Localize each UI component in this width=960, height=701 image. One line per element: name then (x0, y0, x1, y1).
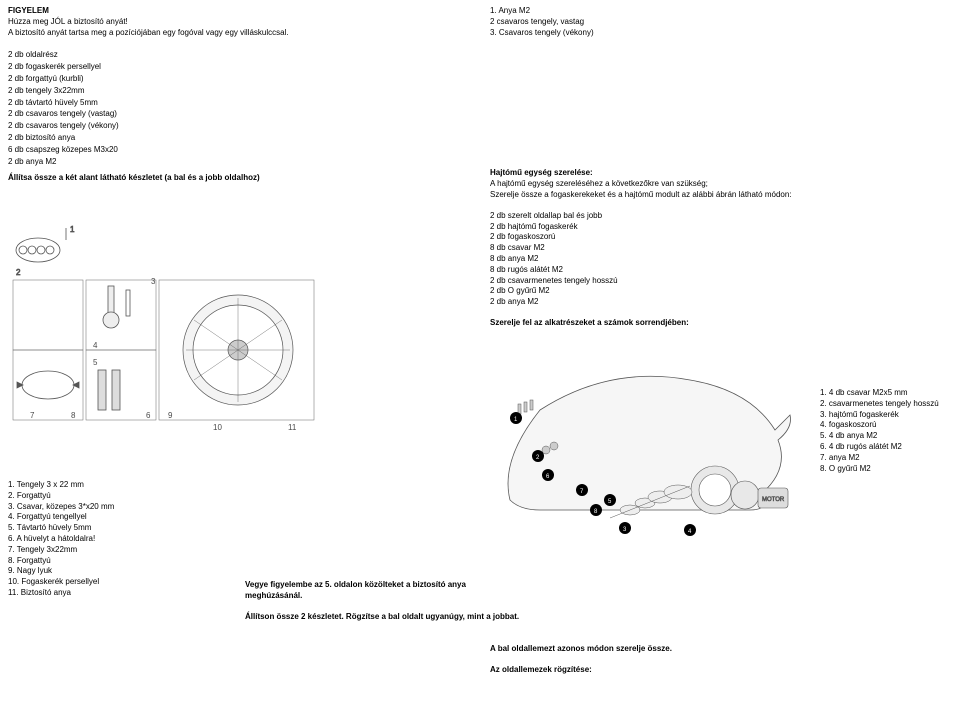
legend-item: 11. Biztosító anya (8, 588, 208, 599)
legend-item: 8. O gyűrű M2 (820, 464, 950, 475)
warning-line-1: Húzza meg JÓL a biztosító anyát! (8, 17, 338, 28)
legend-item: 7. anya M2 (820, 453, 950, 464)
svg-text:7: 7 (30, 411, 35, 420)
part-item: 2 db tengely 3x22mm (8, 86, 338, 97)
svg-text:8: 8 (71, 411, 76, 420)
part-item: 2 db anya M2 (8, 157, 338, 168)
drive-title: Hajtómű egység szerelése: (490, 168, 940, 179)
warning-line-2: A biztosító anyát tartsa meg a pozíciójá… (8, 28, 338, 39)
part-item: 2 db biztosító anya (8, 133, 338, 144)
svg-text:2: 2 (16, 268, 21, 277)
legend-item: 9. Nagy lyuk (8, 566, 208, 577)
svg-text:4: 4 (93, 341, 98, 350)
drive-part: 2 db csavarmenetes tengely hosszú (490, 276, 940, 287)
part-item: 6 db csapszeg közepes M3x20 (8, 145, 338, 156)
note-line: Az oldallemezek rögzítése: (490, 665, 910, 676)
drive-line: Szerelje össze a fogaskerekeket és a haj… (490, 190, 940, 201)
part-item: 2 db csavaros tengely (vékony) (8, 121, 338, 132)
bottom-right-notes: A bal oldallemezt azonos módon szerelje … (490, 644, 910, 676)
order-note: Szerelje fel az alkatrészeket a számok s… (490, 318, 940, 329)
legend-right: 1. 4 db csavar M2x5 mm 2. csavarmenetes … (820, 388, 950, 474)
legend-left: 1. Tengely 3 x 22 mm 2. Forgattyú 3. Csa… (8, 480, 208, 599)
legend-item: 3. Csavar, közepes 3*x20 mm (8, 502, 208, 513)
parts-list: 2 db oldalrész 2 db fogaskerék persellye… (8, 50, 338, 167)
drive-part: 8 db anya M2 (490, 254, 940, 265)
legend-item: 1. 4 db csavar M2x5 mm (820, 388, 950, 399)
left-column: FIGYELEM Húzza meg JÓL a biztosító anyát… (8, 6, 338, 184)
assemble-note: Állítsa össze a két alant látható készle… (8, 173, 338, 184)
small-diagram: 1 2 3 4 7 8 5 6 9 10 11 (8, 220, 323, 470)
legend-item: 1. Tengely 3 x 22 mm (8, 480, 208, 491)
large-diagram: MOTOR 1 2 3 4 5 6 7 8 (490, 360, 810, 560)
note-line: Vegye figyelembe az 5. oldalon közölteke… (245, 580, 605, 591)
svg-text:6: 6 (146, 411, 151, 420)
legend-item: 5. 4 db anya M2 (820, 431, 950, 442)
drive-part: 8 db csavar M2 (490, 243, 940, 254)
note-line: A bal oldallemezt azonos módon szerelje … (490, 644, 910, 655)
num-item: 2 csavaros tengely, vastag (490, 17, 940, 28)
legend-item: 2. Forgattyú (8, 491, 208, 502)
drive-part: 8 db rugós alátét M2 (490, 265, 940, 276)
svg-text:10: 10 (213, 423, 222, 432)
svg-text:9: 9 (168, 411, 173, 420)
legend-item: 10. Fogaskerék persellyel (8, 577, 208, 588)
num-item: 1. Anya M2 (490, 6, 940, 17)
legend-item: 3. hajtómű fogaskerék (820, 410, 950, 421)
legend-item: 4. fogaskoszorú (820, 420, 950, 431)
num-item: 3. Csavaros tengely (vékony) (490, 28, 940, 39)
drive-part: 2 db hajtómű fogaskerék (490, 222, 940, 233)
drive-part: 2 db anya M2 (490, 297, 940, 308)
bottom-left-notes: Vegye figyelembe az 5. oldalon közölteke… (245, 580, 605, 622)
note-line: Állítson össze 2 készletet. Rögzítse a b… (245, 612, 605, 623)
legend-item: 8. Forgattyú (8, 556, 208, 567)
drive-line: A hajtómű egység szereléséhez a következ… (490, 179, 940, 190)
svg-text:MOTOR: MOTOR (762, 497, 785, 503)
drive-part: 2 db O gyűrű M2 (490, 286, 940, 297)
part-item: 2 db oldalrész (8, 50, 338, 61)
warning-title: FIGYELEM (8, 6, 338, 17)
svg-text:11: 11 (288, 423, 297, 432)
svg-text:3: 3 (151, 277, 156, 286)
part-item: 2 db távtartó hüvely 5mm (8, 98, 338, 109)
legend-item: 4. Forgattyú tengellyel (8, 512, 208, 523)
svg-text:1: 1 (70, 225, 75, 234)
part-item: 2 db csavaros tengely (vastag) (8, 109, 338, 120)
legend-item: 6. 4 db rugós alátét M2 (820, 442, 950, 453)
part-item: 2 db forgattyú (kurbli) (8, 74, 338, 85)
legend-item: 6. A hüvelyt a hátoldalra! (8, 534, 208, 545)
right-column: 1. Anya M2 2 csavaros tengely, vastag 3.… (490, 6, 940, 329)
legend-item: 7. Tengely 3x22mm (8, 545, 208, 556)
part-item: 2 db fogaskerék persellyel (8, 62, 338, 73)
legend-item: 2. csavarmenetes tengely hosszú (820, 399, 950, 410)
note-line: meghúzásánál. (245, 591, 605, 602)
drive-part: 2 db szerelt oldallap bal és jobb (490, 211, 940, 222)
svg-text:5: 5 (93, 358, 98, 367)
drive-part: 2 db fogaskoszorú (490, 232, 940, 243)
legend-item: 5. Távtartó hüvely 5mm (8, 523, 208, 534)
